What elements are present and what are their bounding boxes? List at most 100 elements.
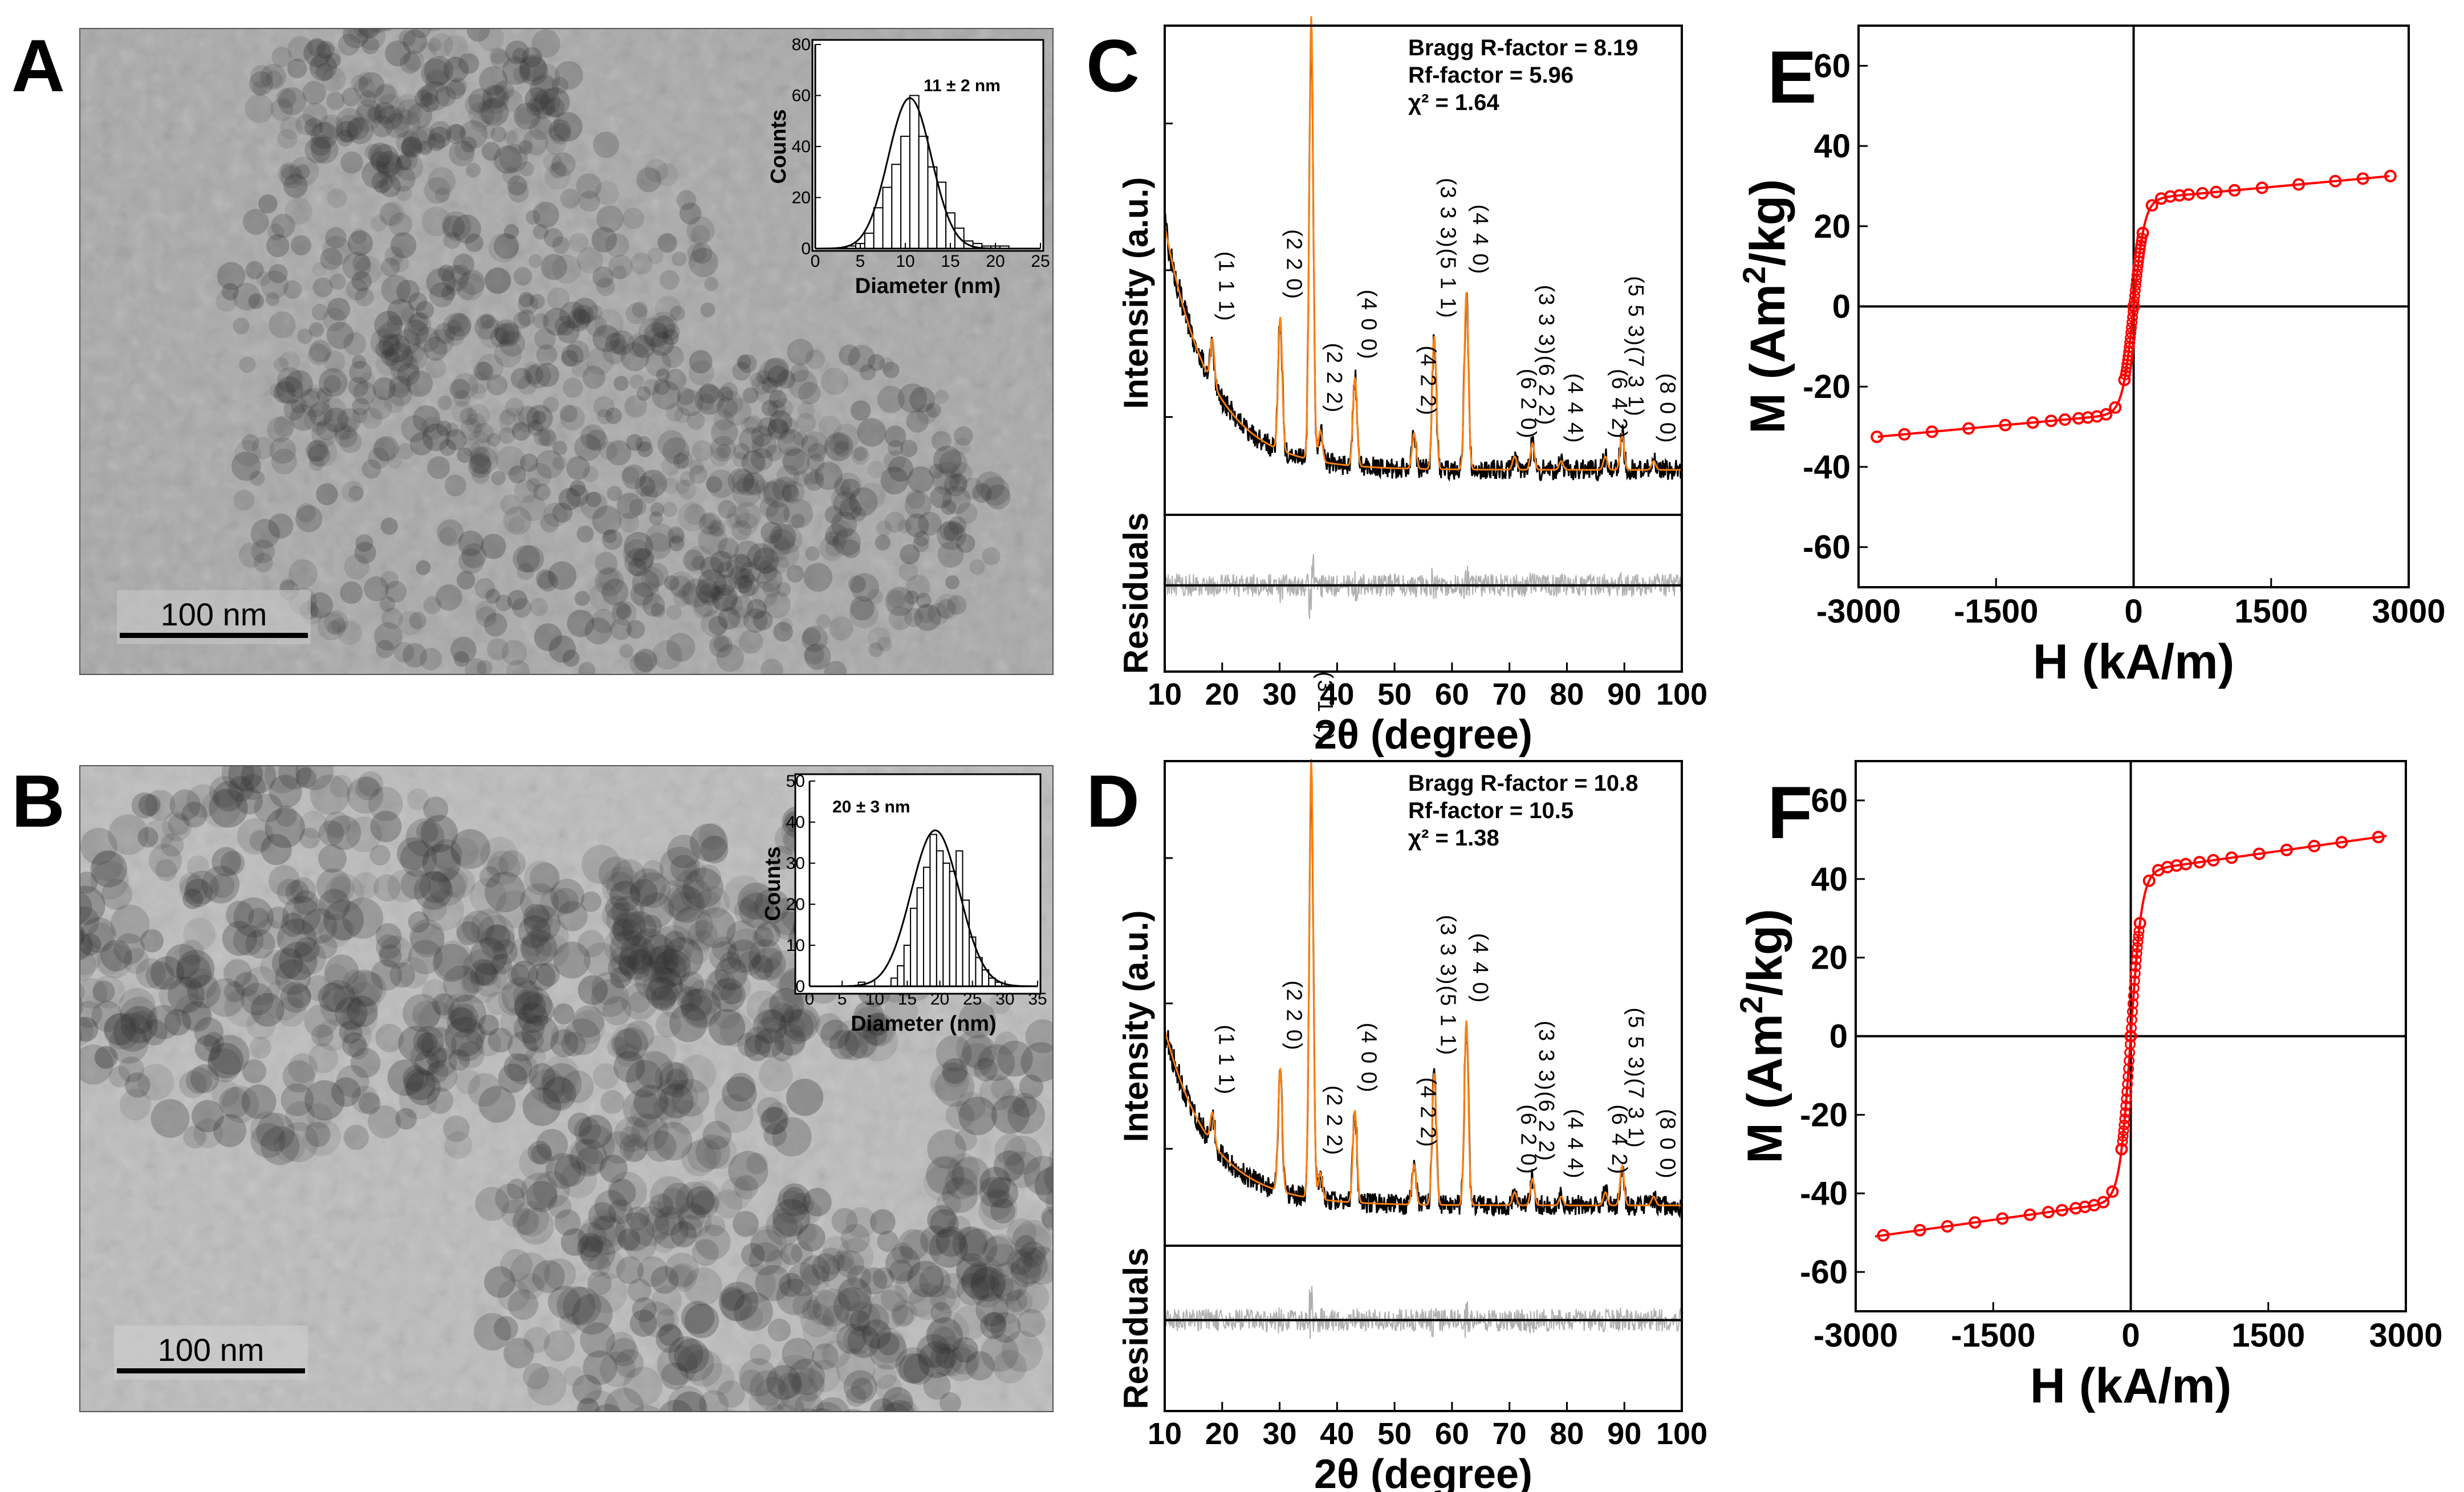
data-point — [1962, 422, 1975, 435]
y-tick-label: 60 — [1811, 782, 1848, 819]
x-tick-label: 90 — [1607, 1417, 1641, 1451]
inset-x-tick-label: 15 — [898, 990, 917, 1009]
data-point — [2207, 853, 2220, 867]
hkl-label: (4 2 2) — [1416, 345, 1440, 416]
data-point — [2134, 247, 2145, 258]
histogram-bar — [909, 95, 920, 249]
fit-statistic: Rf-factor = 5.96 — [1408, 63, 1573, 88]
fit-statistic: Bragg R-factor = 8.19 — [1408, 35, 1638, 60]
data-point — [2133, 917, 2146, 930]
data-point — [2044, 414, 2058, 428]
hkl-label: (4 0 0) — [1357, 290, 1381, 360]
fit-statistic: χ² = 1.64 — [1408, 90, 1500, 115]
hkl-label: (4 4 0) — [1468, 204, 1492, 275]
xrd-plot-d: 10 20 30 40 50 60 70 80 90 100 2θ (degree) Intensit… — [1117, 672, 1707, 1492]
hkl-label: (4 4 0) — [1468, 933, 1492, 1004]
data-point — [2130, 961, 2141, 972]
y-axis-title-intensity: Intensity (a.u.) — [1117, 910, 1155, 1143]
magnetization-plot-f: -3000 -1500 0 1500 3000 -60 -40 -20 0 20 40 60 H (kA… — [1733, 760, 2443, 1413]
data-point — [2120, 1100, 2132, 1112]
data-point — [2130, 954, 2142, 966]
hkl-label: (3 3 3)(6 2 2) — [1534, 1021, 1558, 1162]
data-point — [2132, 936, 2144, 948]
histogram-bar — [903, 945, 912, 987]
hkl-label: (6 2 0) — [1516, 1104, 1540, 1175]
x-tick-label: 80 — [1550, 1417, 1584, 1451]
y-tick-label: 20 — [1814, 208, 1851, 245]
inset-x-tick-label: 15 — [941, 252, 959, 271]
panel-label-a: A — [11, 24, 65, 107]
hkl-label: (8 0 0) — [1656, 1109, 1680, 1180]
data-point — [2127, 311, 2138, 323]
data-point — [2121, 1086, 2133, 1097]
data-point — [2129, 295, 2140, 307]
panel-label-d: D — [1086, 759, 1140, 843]
y-tick-label: 60 — [1814, 47, 1851, 84]
size-annotation: 11 ± 2 nm — [924, 76, 1001, 95]
fit-statistic: χ² = 1.38 — [1408, 826, 1499, 851]
magnetization-plot-e: -3000 -1500 0 1500 3000 -60 -40 -20 0 20 40 60 H (kA… — [1736, 25, 2446, 689]
histogram-bar — [910, 908, 918, 987]
inset-x-tick-label: 5 — [837, 990, 847, 1009]
x-tick-label: 60 — [1435, 677, 1469, 712]
data-point — [2133, 930, 2144, 942]
y-tick-label: 40 — [1811, 861, 1848, 898]
hkl-label: (6 4 2) — [1607, 1104, 1631, 1175]
data-point — [2023, 1208, 2036, 1221]
histogram-bar — [927, 166, 938, 249]
hkl-label: (4 0 0) — [1357, 1023, 1381, 1093]
x-tick-label: 80 — [1550, 677, 1584, 712]
histogram-bar — [923, 867, 931, 987]
y-tick-label: -20 — [1800, 1096, 1848, 1133]
inset-x-tick-label: 10 — [896, 252, 914, 271]
residual-curve — [1164, 1286, 1682, 1339]
inset-y-tick-label: 30 — [786, 854, 805, 873]
scale-bar-label-b: 100 nm — [158, 1332, 265, 1368]
hkl-label: (3 1 1) — [1313, 672, 1337, 742]
y-tick-label: -40 — [1800, 1175, 1848, 1212]
data-point — [2228, 184, 2241, 197]
data-point — [2225, 851, 2238, 864]
inset-x-tick-label: 30 — [995, 990, 1014, 1009]
data-point — [2132, 942, 2143, 953]
data-point — [2308, 840, 2321, 852]
x-tick-label: -3000 — [1814, 1317, 1898, 1354]
hkl-label: (3 3 3)(5 1 1) — [1436, 178, 1460, 319]
data-point — [2119, 1113, 2130, 1124]
histogram-bar — [955, 850, 963, 987]
data-point — [2126, 317, 2138, 328]
y-axis-title-tail: /kg) — [1738, 909, 1792, 996]
x-tick-label: 3000 — [2372, 593, 2445, 630]
data-point — [2182, 188, 2195, 201]
x-tick-label: 1500 — [2234, 593, 2308, 630]
inset-x-tick-label: 35 — [1028, 990, 1047, 1009]
x-axis-title: H (kA/m) — [2030, 1359, 2232, 1413]
y-tick-label: 40 — [1814, 128, 1851, 165]
data-point — [2122, 1079, 2133, 1090]
data-point — [2128, 306, 2138, 318]
inset-x-tick-label: 25 — [1031, 252, 1050, 271]
x-tick-label: 20 — [1205, 677, 1239, 712]
data-point — [2210, 185, 2223, 198]
data-point — [2121, 1093, 2132, 1104]
data-point — [2180, 857, 2192, 871]
magnetization-curve — [1875, 835, 2387, 1238]
data-point — [2335, 836, 2348, 849]
y-tick-label: 0 — [1832, 288, 1851, 326]
panel-label-f: F — [1767, 771, 1812, 854]
x-axis-title: H (kA/m) — [2033, 635, 2235, 689]
x-tick-label: 50 — [1377, 1417, 1412, 1451]
data-point — [2120, 1107, 2131, 1118]
data-point — [2109, 401, 2122, 414]
x-tick-label: 10 — [1148, 677, 1182, 712]
hkl-label: (6 2 0) — [1516, 369, 1540, 440]
y-tick-label: -60 — [1803, 529, 1851, 566]
hkl-label: (2 2 2) — [1322, 343, 1346, 413]
hkl-label: (2 2 2) — [1322, 1086, 1346, 1156]
data-point — [2129, 290, 2140, 302]
data-point — [2193, 856, 2206, 869]
data-point — [2136, 226, 2149, 239]
data-point — [2128, 982, 2140, 994]
inset-x-tick-label: 0 — [805, 990, 815, 1009]
y-axis-title-intensity: Intensity (a.u.) — [1117, 177, 1155, 409]
